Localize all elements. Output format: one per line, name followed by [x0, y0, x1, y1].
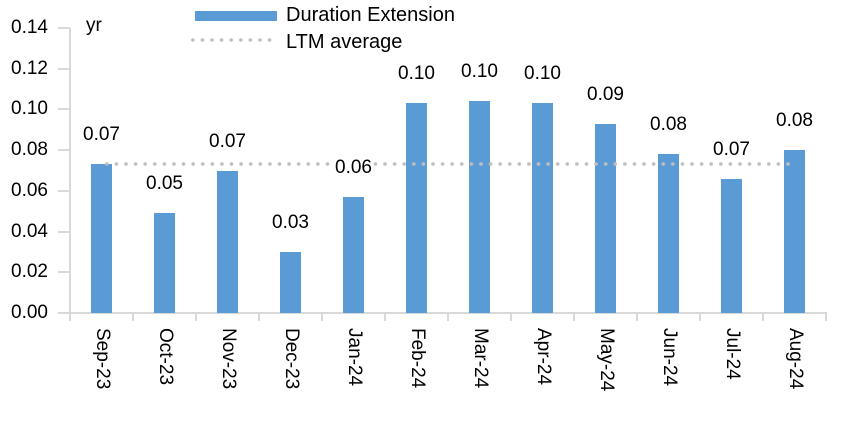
x-tick-label-Dec-23: Dec-23 [280, 328, 302, 390]
data-label-Oct-23: 0.05 [144, 173, 185, 195]
data-label-May-24: 0.09 [585, 83, 626, 105]
y-axis-tick [58, 271, 70, 274]
x-tick-label-May-24: May-24 [595, 328, 617, 392]
legend-bar-swatch [195, 11, 277, 21]
data-label-Apr-24: 0.10 [522, 63, 563, 85]
y-tick-label: 0.02 [11, 261, 48, 283]
y-tick-label: 0.06 [11, 179, 48, 201]
x-axis-tick [195, 313, 197, 321]
bar-Feb-24 [406, 103, 427, 313]
x-tick-label-Apr-24: Apr-24 [532, 328, 554, 386]
x-tick-label-Nov-23: Nov-23 [217, 328, 239, 390]
x-axis-tick [258, 313, 260, 321]
data-label-Jan-24: 0.06 [333, 156, 374, 178]
bar-Sep-23 [91, 164, 112, 313]
x-axis-tick [825, 313, 827, 321]
x-tick-label-Oct-23: Oct-23 [154, 328, 176, 386]
x-axis-tick [321, 313, 323, 321]
y-tick-label: 0.10 [11, 98, 48, 120]
y-axis-tick [58, 312, 70, 314]
bar-Jun-24 [658, 154, 679, 313]
data-label-Jul-24: 0.07 [711, 138, 752, 160]
y-tick-label: 0.08 [11, 139, 48, 161]
data-label-Aug-24: 0.08 [774, 110, 815, 132]
legend-label-ltm-average: LTM average [286, 31, 403, 53]
data-label-Feb-24: 0.10 [396, 63, 437, 85]
data-label-Sep-23: 0.07 [81, 124, 122, 146]
x-tick-label-Jul-24: Jul-24 [721, 328, 743, 380]
x-axis-tick [762, 313, 764, 321]
bar-Dec-23 [280, 251, 301, 313]
data-label-Dec-23: 0.03 [270, 211, 311, 233]
legend-dotted-line-swatch [188, 38, 275, 42]
x-tick-label-Jan-24: Jan-24 [343, 328, 365, 387]
ltm-average-line [101, 162, 795, 167]
bar-Aug-24 [784, 150, 805, 313]
y-axis-tick [58, 149, 70, 152]
data-label-Jun-24: 0.08 [648, 114, 689, 136]
x-tick-label-Mar-24: Mar-24 [469, 328, 491, 389]
x-axis-tick [447, 313, 449, 321]
bar-Jul-24 [721, 178, 742, 313]
bar-Nov-23 [217, 170, 238, 313]
bar-May-24 [595, 123, 616, 313]
x-axis-tick [510, 313, 512, 321]
y-tick-label: 0.12 [11, 57, 48, 79]
x-tick-label-Aug-24: Aug-24 [784, 328, 806, 390]
y-axis-line [69, 28, 71, 313]
x-tick-label-Feb-24: Feb-24 [406, 328, 428, 389]
y-axis-tick [58, 108, 70, 111]
x-tick-label-Jun-24: Jun-24 [658, 328, 680, 387]
x-axis-tick [384, 313, 386, 321]
y-axis-tick [58, 67, 70, 70]
x-axis-tick [636, 313, 638, 321]
y-axis-unit-label: yr [86, 15, 102, 36]
bar-Apr-24 [532, 103, 553, 313]
data-label-Nov-23: 0.07 [207, 130, 248, 152]
y-tick-label: 0.04 [11, 220, 48, 242]
data-label-Mar-24: 0.10 [459, 61, 500, 83]
y-axis-tick [58, 27, 70, 29]
bar-Oct-23 [154, 213, 175, 313]
x-axis-tick [132, 313, 134, 321]
y-axis-tick [58, 189, 70, 192]
x-axis-tick [573, 313, 575, 321]
x-axis-tick [699, 313, 701, 321]
y-tick-label: 0.00 [11, 302, 48, 323]
legend-label-duration-extension: Duration Extension [286, 4, 455, 26]
bar-Jan-24 [343, 196, 364, 313]
y-tick-label: 0.14 [11, 17, 48, 38]
bar-Mar-24 [469, 101, 490, 313]
x-axis-tick [69, 313, 71, 321]
y-axis-tick [58, 230, 70, 233]
x-tick-label-Sep-23: Sep-23 [91, 328, 113, 390]
